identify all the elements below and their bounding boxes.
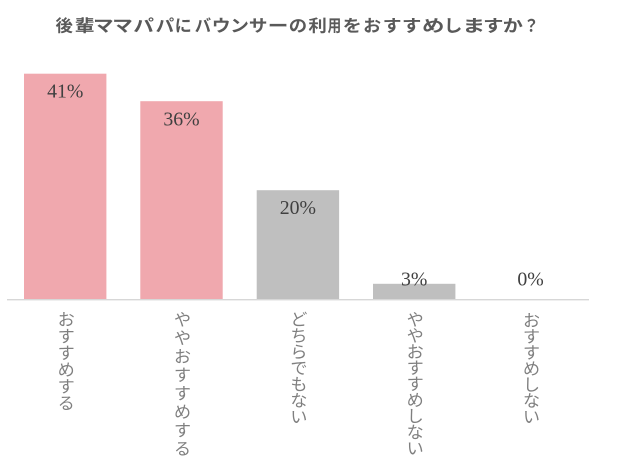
svg-text:0%: 0% <box>517 269 543 291</box>
svg-text:3%: 3% <box>401 269 427 291</box>
svg-text:36%: 36% <box>163 109 199 131</box>
svg-text:20%: 20% <box>280 197 316 219</box>
svg-text:41%: 41% <box>47 81 83 103</box>
